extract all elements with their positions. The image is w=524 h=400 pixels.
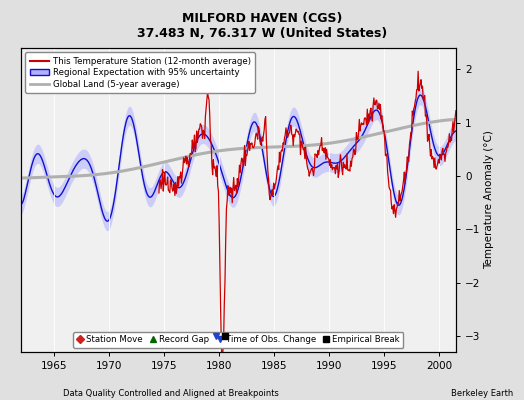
Text: MILFORD HAVEN (CGS)
37.483 N, 76.317 W (United States): MILFORD HAVEN (CGS) 37.483 N, 76.317 W (… (137, 12, 387, 40)
Text: Berkeley Earth: Berkeley Earth (451, 389, 514, 398)
Y-axis label: Temperature Anomaly (°C): Temperature Anomaly (°C) (485, 130, 495, 270)
Text: Data Quality Controlled and Aligned at Breakpoints: Data Quality Controlled and Aligned at B… (63, 389, 279, 398)
Legend: Station Move, Record Gap, Time of Obs. Change, Empirical Break: Station Move, Record Gap, Time of Obs. C… (73, 332, 403, 348)
